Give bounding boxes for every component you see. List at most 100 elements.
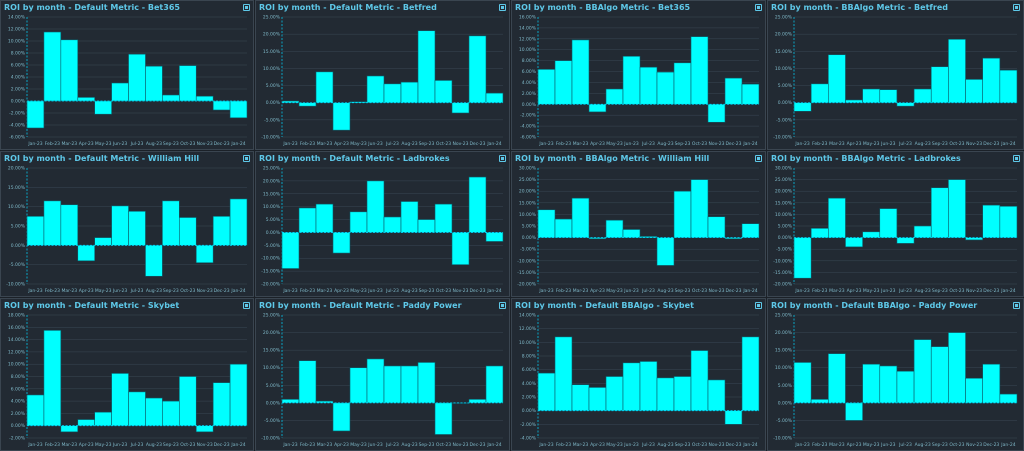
- bar[interactable]: [26, 216, 45, 246]
- bar[interactable]: [195, 245, 214, 264]
- bar[interactable]: [315, 203, 334, 233]
- bar[interactable]: [930, 66, 949, 104]
- bar[interactable]: [707, 216, 726, 238]
- bar[interactable]: [212, 216, 231, 246]
- bar[interactable]: [965, 377, 983, 404]
- bar[interactable]: [810, 399, 829, 404]
- bar[interactable]: [845, 99, 863, 104]
- bar[interactable]: [896, 370, 915, 404]
- bar[interactable]: [417, 362, 436, 404]
- bar[interactable]: [229, 198, 248, 246]
- bar[interactable]: [145, 65, 163, 102]
- bar[interactable]: [26, 394, 45, 426]
- bar[interactable]: [571, 39, 590, 105]
- bar[interactable]: [673, 62, 692, 105]
- bar[interactable]: [485, 232, 504, 242]
- bar[interactable]: [212, 100, 231, 111]
- bar[interactable]: [999, 205, 1018, 238]
- bar[interactable]: [690, 179, 709, 238]
- bar[interactable]: [349, 367, 368, 404]
- expand-icon[interactable]: [755, 302, 762, 309]
- bar[interactable]: [879, 208, 898, 238]
- bar[interactable]: [212, 382, 231, 427]
- bar[interactable]: [162, 94, 180, 102]
- bar[interactable]: [639, 361, 658, 411]
- bar[interactable]: [845, 237, 863, 248]
- bar[interactable]: [690, 36, 709, 105]
- bar[interactable]: [879, 89, 898, 104]
- bar[interactable]: [999, 393, 1018, 404]
- bar[interactable]: [896, 237, 915, 244]
- bar[interactable]: [383, 216, 402, 233]
- bar[interactable]: [793, 237, 812, 279]
- bar[interactable]: [195, 425, 214, 433]
- expand-icon[interactable]: [243, 302, 250, 309]
- bar[interactable]: [298, 102, 317, 107]
- bar[interactable]: [965, 79, 983, 104]
- bar[interactable]: [26, 100, 45, 129]
- bar[interactable]: [451, 232, 470, 265]
- bar[interactable]: [605, 219, 624, 238]
- bar[interactable]: [366, 75, 385, 104]
- bar[interactable]: [913, 339, 932, 404]
- bar[interactable]: [588, 103, 607, 113]
- bar[interactable]: [366, 180, 385, 233]
- bar[interactable]: [195, 95, 214, 102]
- bar[interactable]: [741, 336, 760, 411]
- bar[interactable]: [948, 332, 966, 404]
- bar[interactable]: [400, 365, 419, 404]
- bar[interactable]: [913, 88, 932, 104]
- bar[interactable]: [128, 391, 146, 427]
- bar[interactable]: [982, 363, 1001, 404]
- bar[interactable]: [94, 237, 112, 246]
- bar[interactable]: [77, 245, 95, 262]
- bar[interactable]: [162, 400, 180, 426]
- bar[interactable]: [828, 197, 846, 238]
- bar[interactable]: [982, 57, 1001, 104]
- bar[interactable]: [111, 205, 129, 246]
- bar[interactable]: [741, 83, 760, 105]
- bar[interactable]: [281, 232, 300, 269]
- bar[interactable]: [622, 55, 641, 105]
- bar[interactable]: [179, 217, 197, 246]
- bar[interactable]: [862, 231, 881, 238]
- expand-icon[interactable]: [499, 4, 506, 11]
- bar[interactable]: [828, 353, 846, 404]
- bar[interactable]: [60, 425, 79, 433]
- bar[interactable]: [724, 77, 743, 105]
- bar[interactable]: [43, 31, 62, 102]
- bar[interactable]: [622, 229, 641, 238]
- bar[interactable]: [690, 350, 709, 411]
- bar[interactable]: [179, 65, 197, 102]
- bar[interactable]: [332, 232, 351, 254]
- bar[interactable]: [434, 80, 453, 104]
- bar[interactable]: [605, 376, 624, 411]
- bar[interactable]: [383, 365, 402, 404]
- bar[interactable]: [810, 83, 829, 104]
- bar[interactable]: [793, 362, 812, 404]
- bar[interactable]: [298, 360, 317, 404]
- bar[interactable]: [828, 54, 846, 104]
- bar[interactable]: [43, 330, 62, 426]
- bar[interactable]: [656, 237, 675, 266]
- bar[interactable]: [982, 204, 1001, 238]
- bar[interactable]: [77, 97, 95, 102]
- bar[interactable]: [656, 71, 675, 105]
- bar[interactable]: [554, 218, 573, 238]
- expand-icon[interactable]: [755, 155, 762, 162]
- bar[interactable]: [656, 377, 675, 411]
- bar[interactable]: [707, 379, 726, 411]
- bar[interactable]: [94, 411, 112, 426]
- bar[interactable]: [673, 376, 692, 411]
- bar[interactable]: [468, 399, 487, 404]
- expand-icon[interactable]: [499, 302, 506, 309]
- bar[interactable]: [862, 363, 881, 404]
- bar[interactable]: [128, 53, 146, 102]
- bar[interactable]: [434, 203, 453, 233]
- bar[interactable]: [349, 211, 368, 233]
- bar[interactable]: [485, 92, 504, 104]
- bar[interactable]: [810, 228, 829, 238]
- bar[interactable]: [537, 209, 556, 238]
- bar[interactable]: [930, 187, 949, 238]
- bar[interactable]: [571, 197, 590, 238]
